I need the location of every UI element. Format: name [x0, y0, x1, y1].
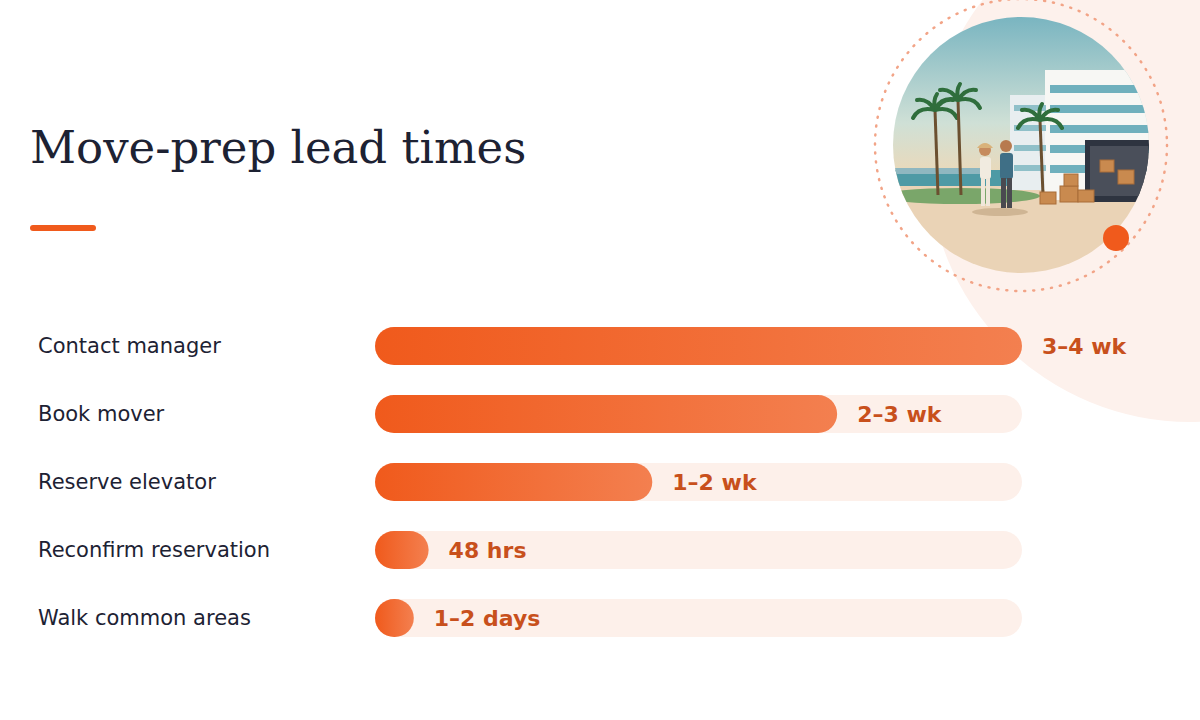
svg-text:Walk common areas: Walk common areas	[38, 606, 251, 630]
svg-text:Book mover: Book mover	[38, 402, 165, 426]
svg-text:48 hrs: 48 hrs	[449, 538, 527, 563]
svg-text:Reconfirm reservation: Reconfirm reservation	[38, 538, 270, 562]
html-text:Move-prep lead times: Move-prep lead times	[30, 121, 527, 174]
svg-text:Reserve elevator: Reserve elevator	[38, 470, 216, 494]
svg-text:2–3 wk: 2–3 wk	[857, 402, 943, 427]
svg-text:Contact manager: Contact manager	[38, 334, 221, 358]
svg-text:1–2 wk: 1–2 wk	[672, 470, 758, 495]
svg-text:3–4 wk: 3–4 wk	[1042, 334, 1128, 359]
svg-text:1–2 days: 1–2 days	[434, 606, 541, 631]
